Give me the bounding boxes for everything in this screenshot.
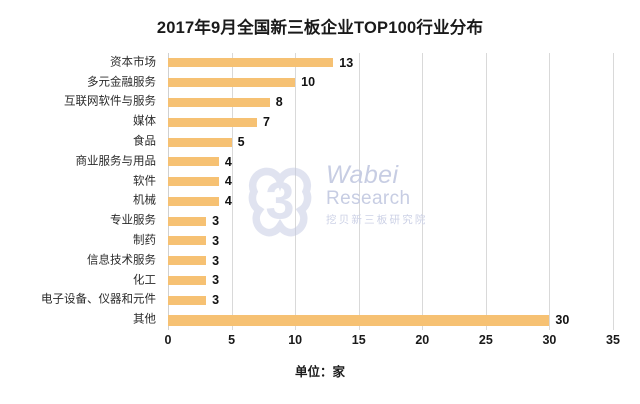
y-axis-label: 多元金融服务 bbox=[87, 75, 156, 88]
x-tick-label: 20 bbox=[415, 333, 430, 347]
bar bbox=[168, 216, 207, 226]
bar-value-label: 13 bbox=[339, 55, 354, 70]
bars-layer: 13 10 8 7 5 4 4 4 3 3 3 3 3 30 bbox=[168, 53, 613, 330]
gridline-35 bbox=[613, 53, 614, 330]
bar-row: 3 bbox=[168, 273, 613, 289]
bar-row: 3 bbox=[168, 253, 613, 269]
plot-area: 13 10 8 7 5 4 4 4 3 3 3 3 3 30 bbox=[168, 53, 614, 330]
bar-row: 4 bbox=[168, 193, 613, 209]
x-tick-label: 10 bbox=[288, 333, 303, 347]
x-axis-unit-label: 单位：家 bbox=[294, 365, 345, 379]
bar bbox=[168, 196, 219, 206]
bar bbox=[168, 58, 334, 68]
bar-value-label: 4 bbox=[224, 154, 232, 169]
x-tick-label: 15 bbox=[351, 333, 366, 347]
bar-row: 3 bbox=[168, 292, 613, 308]
bar-row: 3 bbox=[168, 233, 613, 249]
bar-value-label: 3 bbox=[212, 233, 220, 248]
bar-value-label: 3 bbox=[212, 293, 220, 308]
y-axis-label: 食品 bbox=[133, 135, 156, 148]
x-tick-label: 25 bbox=[478, 333, 493, 347]
bar-value-label: 30 bbox=[555, 312, 570, 327]
y-axis-label: 机械 bbox=[133, 194, 156, 207]
bar bbox=[168, 295, 207, 305]
bar bbox=[168, 137, 232, 147]
y-axis-label: 媒体 bbox=[133, 115, 156, 128]
bar-row: 13 bbox=[168, 55, 613, 71]
bar-row: 30 bbox=[168, 312, 613, 328]
x-tick-label: 35 bbox=[606, 333, 620, 347]
bar-row: 10 bbox=[168, 75, 613, 91]
bar bbox=[168, 236, 207, 246]
chart-title: 2017年9月全国新三板企业TOP100行业分布 bbox=[156, 19, 484, 37]
bar-row: 7 bbox=[168, 114, 613, 130]
bar bbox=[168, 157, 219, 167]
bar-value-label: 5 bbox=[237, 134, 245, 149]
y-axis-label: 信息技术服务 bbox=[87, 254, 156, 266]
bar-value-label: 10 bbox=[301, 75, 316, 90]
y-axis-label: 其他 bbox=[133, 313, 156, 326]
y-axis-label: 制药 bbox=[133, 234, 156, 247]
bar-value-label: 4 bbox=[224, 194, 232, 209]
bar-value-label: 8 bbox=[275, 95, 283, 110]
bar-value-label: 3 bbox=[212, 213, 220, 228]
y-axis-label: 资本市场 bbox=[110, 56, 156, 69]
x-tick-label: 5 bbox=[228, 333, 236, 347]
bar bbox=[168, 314, 550, 326]
x-axis-ticks: 0 5 10 15 20 25 30 35 bbox=[164, 333, 620, 354]
y-axis-label: 电子设备、仪器和元件 bbox=[41, 293, 156, 306]
bar bbox=[168, 276, 207, 286]
y-axis-label: 商业服务与用品 bbox=[75, 155, 157, 168]
bar bbox=[168, 177, 219, 187]
bar-row: 4 bbox=[168, 154, 613, 170]
x-tick-label: 30 bbox=[542, 333, 557, 347]
bar-row: 8 bbox=[168, 94, 613, 110]
bar bbox=[168, 117, 257, 127]
x-tick-label: 0 bbox=[164, 333, 172, 347]
bar-row: 4 bbox=[168, 174, 613, 190]
bar-value-label: 4 bbox=[224, 174, 232, 189]
y-axis-label: 软件 bbox=[133, 174, 156, 187]
bar-row: 3 bbox=[168, 213, 613, 229]
bar bbox=[168, 256, 207, 266]
bar-value-label: 3 bbox=[212, 253, 220, 268]
bar-value-label: 7 bbox=[263, 115, 270, 129]
y-axis-label: 互联网软件与服务 bbox=[64, 95, 156, 108]
bar bbox=[168, 78, 296, 88]
bar bbox=[168, 97, 270, 107]
y-axis-category-labels: 资本市场多元金融服务互联网软件与服务媒体食品商业服务与用品软件机械专业服务制药信… bbox=[0, 53, 162, 330]
bar-value-label: 3 bbox=[212, 273, 220, 288]
y-axis-label: 专业服务 bbox=[110, 214, 156, 227]
bar-row: 5 bbox=[168, 134, 613, 150]
y-axis-label: 化工 bbox=[133, 273, 156, 286]
